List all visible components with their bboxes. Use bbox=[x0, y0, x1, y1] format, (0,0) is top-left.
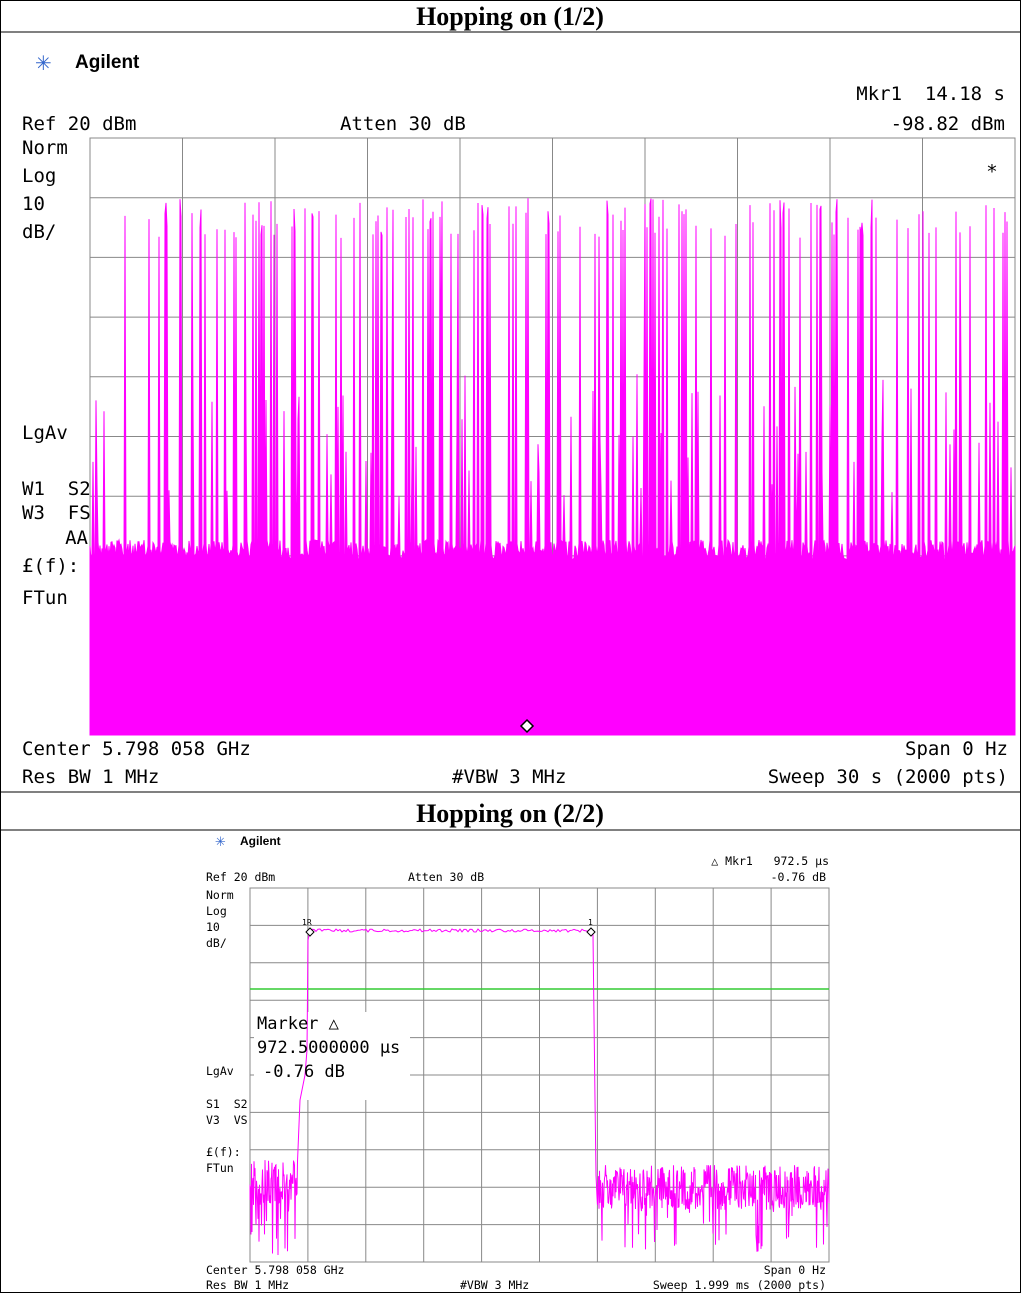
atten: Atten 30 dB bbox=[340, 113, 466, 135]
marker-tag: 1R bbox=[302, 918, 312, 927]
marker-box-text: Marker △ bbox=[257, 1014, 340, 1034]
logo: ✳ bbox=[215, 835, 226, 850]
vbw: #VBW 3 MHz bbox=[452, 766, 566, 788]
marker-readout: Mkr1 14.18 s bbox=[856, 83, 1005, 105]
marker-box-text: 972.5000000 µs bbox=[257, 1038, 400, 1058]
trace bbox=[89, 198, 1016, 736]
side-label: Norm bbox=[22, 137, 68, 159]
brand: Agilent bbox=[75, 52, 140, 73]
center: Center 5.798 058 GHz bbox=[22, 738, 251, 760]
side-label: 10 bbox=[22, 193, 45, 215]
side-label: £(f): bbox=[206, 1145, 241, 1159]
logo: ✳ bbox=[35, 51, 52, 75]
rbw: Res BW 1 MHz bbox=[22, 766, 159, 788]
sweep: Sweep 30 s (2000 pts) bbox=[768, 766, 1008, 788]
title: Hopping on (1/2) bbox=[416, 2, 604, 31]
side-label: Log bbox=[206, 904, 227, 918]
title: Hopping on (2/2) bbox=[416, 799, 604, 828]
ref: Ref 20 dBm bbox=[22, 113, 136, 135]
center: Center 5.798 058 GHz bbox=[206, 1263, 344, 1277]
side-label: LgAv bbox=[206, 1064, 234, 1078]
vbw: #VBW 3 MHz bbox=[460, 1278, 529, 1292]
marker-level: -98.82 dBm bbox=[891, 113, 1005, 135]
side-label: FTun bbox=[206, 1161, 234, 1175]
marker-box-text: -0.76 dB bbox=[263, 1062, 345, 1082]
marker-box bbox=[254, 1012, 410, 1100]
trace bbox=[249, 928, 830, 1256]
side-label: V3 VS bbox=[206, 1113, 248, 1127]
span: Span 0 Hz bbox=[905, 738, 1008, 760]
marker-diamond bbox=[519, 718, 535, 734]
side-label: LgAv bbox=[22, 422, 68, 444]
span: Span 0 Hz bbox=[764, 1263, 826, 1277]
screen-1: ✳ Agilent Mkr1 14.18 s Ref 20 dBm Atten … bbox=[22, 51, 1016, 788]
side-label: AA bbox=[65, 527, 88, 549]
side-label: S1 S2 bbox=[206, 1097, 248, 1111]
marker-diamond bbox=[586, 927, 596, 937]
side-label: FTun bbox=[22, 587, 68, 609]
rbw: Res BW 1 MHz bbox=[206, 1278, 289, 1292]
screen-2: ✳ Agilent △ Mkr1 972.5 µs Ref 20 dBm Att… bbox=[206, 834, 830, 1292]
side-label: dB/ bbox=[206, 936, 227, 950]
marker-tag: 1 bbox=[588, 918, 593, 927]
brand: Agilent bbox=[240, 834, 281, 848]
marker-level: -0.76 dB bbox=[771, 870, 826, 884]
side-label: Log bbox=[22, 165, 56, 187]
side-label: Norm bbox=[206, 888, 234, 902]
side-label: W1 S2 bbox=[22, 478, 91, 500]
marker-readout: △ Mkr1 972.5 µs bbox=[711, 854, 829, 868]
side-label: 10 bbox=[206, 920, 220, 934]
marker-symbol: * bbox=[986, 161, 997, 183]
side-label: £(f): bbox=[22, 555, 79, 577]
ref: Ref 20 dBm bbox=[206, 870, 275, 884]
sweep: Sweep 1.999 ms (2000 pts) bbox=[653, 1278, 826, 1292]
side-label: W3 FS bbox=[22, 502, 91, 524]
marker-diamond bbox=[305, 927, 315, 937]
side-label: dB/ bbox=[22, 221, 56, 243]
atten: Atten 30 dB bbox=[408, 870, 484, 884]
